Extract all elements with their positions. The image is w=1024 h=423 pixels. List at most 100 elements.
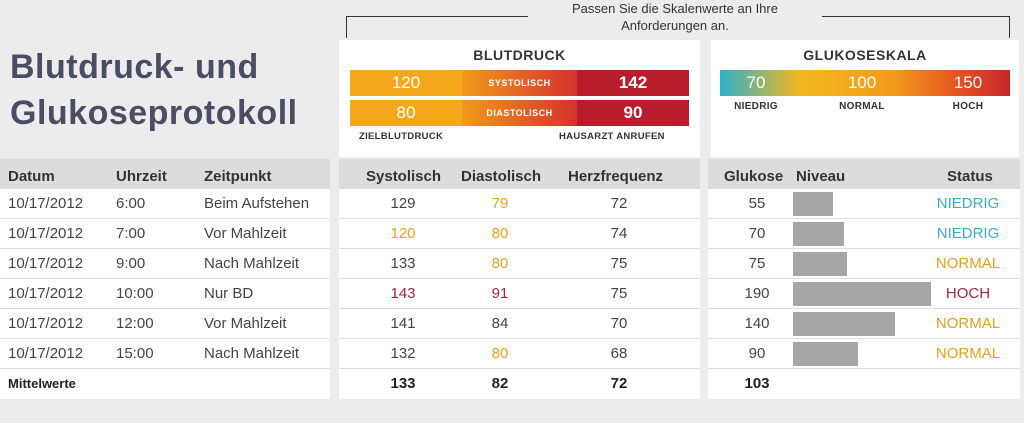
systolic-target-input[interactable]: 120 xyxy=(350,70,462,96)
glucose-normal-input[interactable]: 100 xyxy=(847,73,877,92)
cell-systolisch: 133 xyxy=(390,255,416,272)
cell-diastolisch: 80 xyxy=(491,255,509,272)
glucose-gradient-bar: 70 100 150 xyxy=(720,70,1010,96)
table-row[interactable]: 10/17/2012 9:00 Nach Mahlzeit xyxy=(0,249,330,279)
cell-systolisch: 120 xyxy=(390,225,416,242)
cell-zeitpunkt: Nach Mahlzeit xyxy=(204,345,300,362)
cell-systolisch: 141 xyxy=(390,315,416,332)
cell-herzfrequenz: 75 xyxy=(610,255,628,272)
systolic-alert-input[interactable]: 142 xyxy=(577,70,689,96)
page-title-line2: Glukoseprotokoll xyxy=(10,94,298,132)
cell-zeitpunkt: Vor Mahlzeit xyxy=(204,225,287,242)
glucose-high-input[interactable]: 150 xyxy=(953,73,983,92)
table-row[interactable]: 141 84 70 xyxy=(339,309,700,339)
table-row[interactable]: 70 NIEDRIG xyxy=(708,219,1020,249)
table-row[interactable]: 129 79 72 xyxy=(339,189,700,219)
cell-diastolisch: 80 xyxy=(491,345,509,362)
diastolic-alert-input[interactable]: 90 xyxy=(577,100,689,126)
table-row[interactable]: 10/17/2012 15:00 Nach Mahlzeit xyxy=(0,339,330,369)
cell-systolisch: 129 xyxy=(390,195,416,212)
bp-systolic-bar: 120 SYSTOLISCH 142 xyxy=(350,70,689,96)
header-herzfrequenz: Herzfrequenz xyxy=(568,168,664,185)
glucose-level-bar xyxy=(793,252,847,276)
page-title: Blutdruck- und Glukoseprotokoll xyxy=(10,44,298,136)
cell-herzfrequenz: 75 xyxy=(610,285,628,302)
target-bp-label: ZIELBLUTDRUCK xyxy=(359,131,444,142)
table-row[interactable]: 10/17/2012 6:00 Beim Aufstehen xyxy=(0,189,330,219)
cell-uhrzeit: 7:00 xyxy=(116,225,146,242)
table-row[interactable]: 133 80 75 xyxy=(339,249,700,279)
status-badge: NORMAL xyxy=(935,345,1001,362)
table-row[interactable]: 143 91 75 xyxy=(339,279,700,309)
cell-diastolisch: 91 xyxy=(491,285,509,302)
bp-diastolic-bar: 80 DIASTOLISCH 90 xyxy=(350,100,689,126)
header-status: Status xyxy=(947,168,993,185)
cell-datum: 10/17/2012 xyxy=(8,195,84,212)
cell-herzfrequenz: 74 xyxy=(610,225,628,242)
table-row[interactable]: 140 NORMAL xyxy=(708,309,1020,339)
avg-heartrate: 72 xyxy=(610,375,628,392)
cell-uhrzeit: 9:00 xyxy=(116,255,146,272)
glucose-level-bar xyxy=(793,222,844,246)
cell-datum: 10/17/2012 xyxy=(8,255,84,272)
diastolic-target-input[interactable]: 80 xyxy=(350,100,462,126)
diastolic-label: DIASTOLISCH xyxy=(462,100,577,126)
cell-datum: 10/17/2012 xyxy=(8,345,84,362)
cell-zeitpunkt: Nach Mahlzeit xyxy=(204,255,300,272)
bp-scale-title: BLUTDRUCK xyxy=(473,47,566,63)
datetime-header: Datum Uhrzeit Zeitpunkt xyxy=(0,159,330,189)
table-row[interactable]: 10/17/2012 12:00 Vor Mahlzeit xyxy=(0,309,330,339)
table-row[interactable]: 120 80 74 xyxy=(339,219,700,249)
glucose-scale-title: GLUKOSESKALA xyxy=(803,47,927,63)
table-row[interactable]: 90 NORMAL xyxy=(708,339,1020,369)
header-systolisch: Systolisch xyxy=(366,168,442,185)
header-zeitpunkt: Zeitpunkt xyxy=(204,168,272,185)
table-row[interactable]: 10/17/2012 10:00 Nur BD xyxy=(0,279,330,309)
cell-glukose: 140 xyxy=(744,315,770,332)
glucose-low-input[interactable]: 70 xyxy=(746,73,766,92)
glucose-level-bar xyxy=(793,312,895,336)
table-row[interactable]: 55 NIEDRIG xyxy=(708,189,1020,219)
status-badge: NIEDRIG xyxy=(936,225,1000,242)
table-row[interactable]: 75 NORMAL xyxy=(708,249,1020,279)
bp-header: Systolisch Diastolisch Herzfrequenz xyxy=(339,159,700,189)
status-badge: NIEDRIG xyxy=(936,195,1000,212)
cell-uhrzeit: 15:00 xyxy=(116,345,154,362)
avg-systolic: 133 xyxy=(390,375,416,392)
table-row[interactable]: 190 HOCH xyxy=(708,279,1020,309)
cell-zeitpunkt: Nur BD xyxy=(204,285,254,302)
datetime-table: Datum Uhrzeit Zeitpunkt 10/17/2012 6:00 Be… xyxy=(0,159,330,399)
scale-note-line2: Anforderungen an. xyxy=(621,18,729,33)
cell-herzfrequenz: 68 xyxy=(610,345,628,362)
cell-datum: 10/17/2012 xyxy=(8,315,84,332)
table-row[interactable]: 132 80 68 xyxy=(339,339,700,369)
glucose-level-bar xyxy=(793,342,858,366)
avg-diastolic: 82 xyxy=(491,375,509,392)
header-niveau: Niveau xyxy=(796,168,846,185)
glucose-normal-label: NORMAL xyxy=(839,101,885,112)
header-datum: Datum xyxy=(8,168,55,185)
glucose-high-label: HOCH xyxy=(952,101,984,112)
table-row[interactable]: 10/17/2012 7:00 Vor Mahlzeit xyxy=(0,219,330,249)
glucose-scale-panel: GLUKOSESKALA 70 100 150 NIEDRIG NORMAL H… xyxy=(711,40,1019,157)
cell-herzfrequenz: 72 xyxy=(610,195,628,212)
glucose-low-label: NIEDRIG xyxy=(734,101,778,112)
cell-glukose: 75 xyxy=(748,255,766,272)
cell-diastolisch: 79 xyxy=(491,195,509,212)
cell-systolisch: 143 xyxy=(390,285,416,302)
cell-zeitpunkt: Vor Mahlzeit xyxy=(204,315,287,332)
cell-datum: 10/17/2012 xyxy=(8,285,84,302)
averages-label: Mittelwerte xyxy=(8,376,76,391)
bp-table: Systolisch Diastolisch Herzfrequenz 129 7… xyxy=(339,159,700,399)
cell-uhrzeit: 12:00 xyxy=(116,315,154,332)
cell-uhrzeit: 10:00 xyxy=(116,285,154,302)
glucose-averages-row: 103 xyxy=(708,369,1020,399)
cell-glukose: 190 xyxy=(744,285,770,302)
cell-glukose: 55 xyxy=(748,195,766,212)
scale-note-line1: Passen Sie die Skalenwerte an Ihre xyxy=(572,1,778,16)
avg-glucose: 103 xyxy=(744,375,770,392)
cell-diastolisch: 80 xyxy=(491,225,509,242)
glucose-header: Glukose Niveau Status xyxy=(708,159,1020,189)
cell-uhrzeit: 6:00 xyxy=(116,195,146,212)
header-diastolisch: Diastolisch xyxy=(461,168,542,185)
